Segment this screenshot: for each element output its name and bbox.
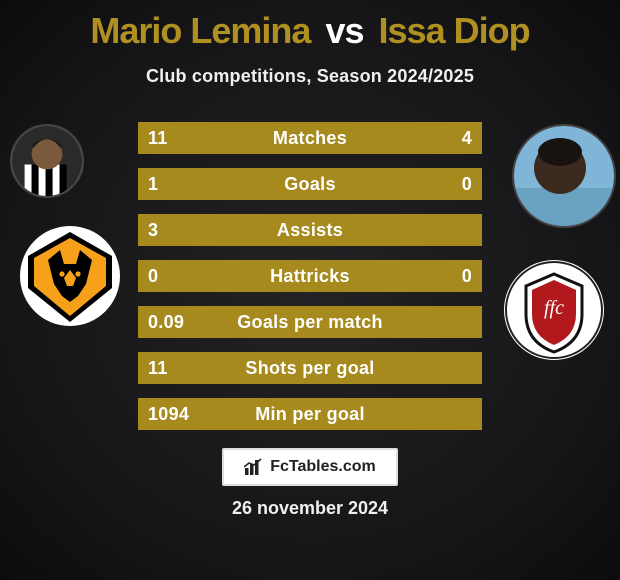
stat-row: 0.09Goals per match [138, 306, 482, 338]
fctables-logo: FcTables.com [222, 448, 398, 486]
subtitle: Club competitions, Season 2024/2025 [0, 66, 620, 87]
page-title: Mario Lemina vs Issa Diop [0, 0, 620, 52]
title-player1: Mario Lemina [90, 10, 310, 51]
stat-row: 10Goals [138, 168, 482, 200]
bars-icon [244, 458, 264, 476]
svg-text:ffc: ffc [544, 297, 564, 319]
player1-club-crest [20, 226, 120, 326]
stat-row: 11Shots per goal [138, 352, 482, 384]
stat-row: 3Assists [138, 214, 482, 246]
stats-comparison: 114Matches 10Goals 3Assists 00Hattricks 0.09… [138, 122, 482, 444]
footer-date: 26 november 2024 [0, 498, 620, 519]
stat-row: 1094Min per goal [138, 398, 482, 430]
stat-row: 114Matches [138, 122, 482, 154]
player2-avatar [512, 124, 616, 228]
stat-label: Goals per match [138, 306, 482, 338]
footer-site-name: FcTables.com [270, 458, 376, 476]
stat-label: Assists [138, 214, 482, 246]
title-vs: vs [325, 10, 363, 51]
stat-label: Hattricks [138, 260, 482, 292]
stat-label: Min per goal [138, 398, 482, 430]
stat-label: Matches [138, 122, 482, 154]
stat-label: Shots per goal [138, 352, 482, 384]
player1-avatar [10, 124, 84, 198]
player2-club-crest: ffc [504, 260, 604, 360]
stat-label: Goals [138, 168, 482, 200]
stat-row: 00Hattricks [138, 260, 482, 292]
title-player2: Issa Diop [379, 10, 530, 51]
